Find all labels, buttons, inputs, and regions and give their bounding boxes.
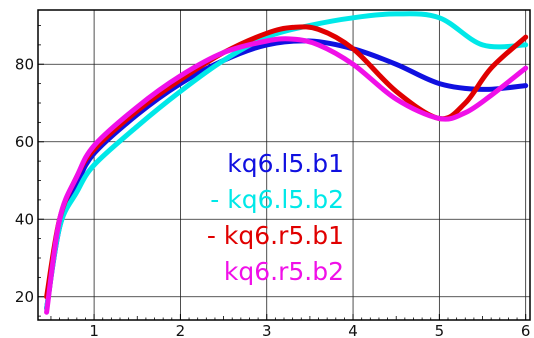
grid <box>38 10 530 320</box>
legend: kq6.l5.b1 - kq6.l5.b2 - kq6.r5.b1 kq6.r5.b2 <box>207 149 344 286</box>
series-lines <box>44 11 529 315</box>
x-tick-label: 2 <box>176 322 186 338</box>
legend-entry-kq6-l5-b2: - kq6.l5.b2 <box>210 185 344 214</box>
x-tick-label: 1 <box>89 322 99 338</box>
series-line-kq6-l5-b2 <box>44 11 529 311</box>
x-tick-label: 4 <box>348 322 358 338</box>
y-tick-label: 80 <box>15 55 34 73</box>
series-line-kq6-r5-b2 <box>44 36 529 315</box>
x-tick-label: 3 <box>262 322 272 338</box>
axis-ticks: 1 2 3 4 5 6 20 40 60 80 <box>15 25 531 338</box>
x-tick-label: 5 <box>435 322 445 338</box>
y-tick-label: 40 <box>15 210 34 228</box>
y-tick-label: 20 <box>15 288 34 306</box>
legend-entry-kq6-r5-b2: kq6.r5.b2 <box>224 257 344 286</box>
legend-entry-kq6-l5-b1: kq6.l5.b1 <box>227 149 344 178</box>
legend-entry-kq6-r5-b1: - kq6.r5.b1 <box>207 221 344 250</box>
x-tick-label: 6 <box>521 322 531 338</box>
y-tick-label: 60 <box>15 133 34 151</box>
